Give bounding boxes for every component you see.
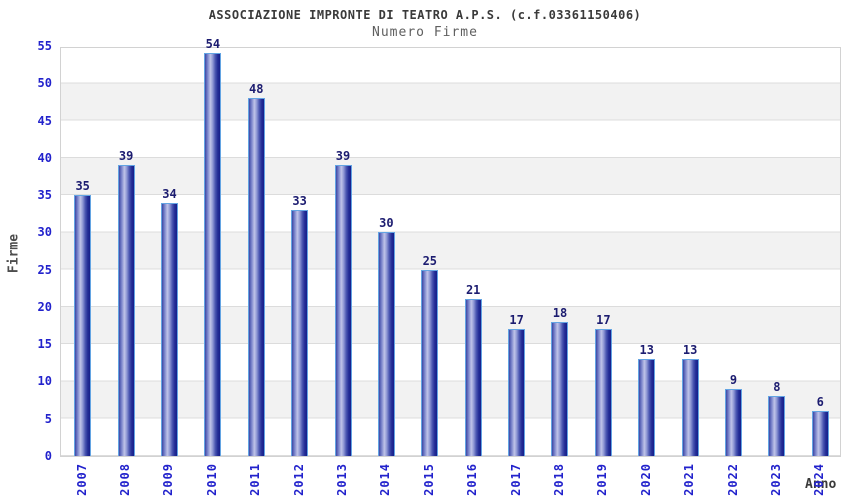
x-tick-label: 2010 (204, 463, 219, 496)
bar-value-label: 21 (465, 283, 481, 298)
x-tick-label: 2008 (118, 463, 133, 496)
x-tick-label: 2022 (725, 463, 740, 496)
x-tick-label: 2024 (812, 463, 827, 496)
bar-value-label: 34 (162, 186, 177, 201)
bar-value-label: 39 (118, 149, 134, 164)
bar: 39 (334, 149, 352, 456)
bar: 33 (291, 194, 309, 456)
bar: 9 (725, 373, 743, 456)
y-tick-label: 55 (37, 39, 52, 53)
y-tick-label: 20 (37, 299, 52, 314)
y-axis-title: Firme (6, 233, 22, 274)
bar: 34 (160, 187, 178, 456)
x-tick-label: 2014 (378, 463, 393, 496)
x-tick-label: 2017 (508, 463, 523, 496)
x-tick-label: 2013 (335, 463, 350, 496)
chart-subtitle: Numero Firme (372, 25, 478, 40)
bar: 35 (74, 179, 92, 456)
bar: 18 (551, 306, 569, 456)
x-tick-label: 2011 (248, 463, 263, 496)
x-tick-label: 2016 (465, 463, 480, 496)
bar: 30 (377, 216, 395, 456)
y-tick-label: 15 (37, 337, 52, 352)
x-tick-label: 2018 (551, 463, 566, 496)
bar: 39 (117, 149, 135, 456)
bar-value-label: 39 (335, 149, 351, 164)
bar-value-label: 18 (552, 305, 568, 320)
bar-value-label: 17 (509, 313, 524, 328)
chart-title: ASSOCIAZIONE IMPRONTE DI TEATRO A.P.S. (… (208, 8, 642, 22)
y-tick-label: 50 (37, 76, 52, 91)
bar-value-label: 30 (379, 216, 394, 231)
bar: 25 (421, 254, 439, 456)
bar-value-label: 54 (205, 37, 221, 52)
x-tick-label: 2007 (74, 463, 89, 496)
y-tick-label: 40 (37, 150, 52, 165)
y-tick-label: 10 (37, 374, 52, 389)
x-tick-label: 2020 (638, 463, 653, 496)
bar-value-label: 13 (682, 343, 698, 358)
x-tick-label: 2009 (161, 463, 176, 496)
x-tick-label: 2012 (291, 463, 306, 496)
x-tick-label: 2015 (421, 463, 436, 496)
bar: 17 (594, 313, 612, 456)
bar-value-label: 8 (773, 380, 781, 395)
x-tick-label: 2019 (595, 463, 610, 496)
bar: 13 (638, 343, 656, 456)
bar: 48 (247, 82, 265, 456)
x-tick-label: 2023 (768, 463, 783, 496)
y-tick-label: 45 (37, 113, 52, 128)
plot-area: 35 39 34 54 48 33 39 30 25 21 17 18 17 13 13 9 8 6 (60, 37, 841, 457)
y-tick-label: 30 (37, 225, 52, 240)
bar: 17 (508, 313, 526, 456)
bar: 6 (811, 395, 829, 456)
bar: 8 (768, 380, 786, 456)
bar: 21 (464, 283, 482, 456)
bar-value-label: 48 (249, 82, 264, 97)
bar-value-label: 6 (816, 395, 824, 410)
bar: 54 (204, 37, 222, 456)
bar-value-label: 13 (639, 343, 654, 358)
y-tick-label: 5 (44, 411, 52, 426)
x-axis-title: Anno (805, 477, 837, 492)
x-tick-label: 2021 (682, 463, 697, 496)
y-tick-label: 0 (44, 449, 52, 463)
bar-value-label: 17 (596, 313, 611, 328)
bar: 13 (681, 343, 699, 456)
bar-value-label: 33 (292, 194, 307, 208)
y-tick-label: 25 (37, 262, 52, 277)
y-tick-label: 35 (37, 188, 52, 203)
bar-value-label: 35 (75, 179, 90, 194)
bar-value-label: 25 (422, 253, 438, 268)
bar-value-label: 9 (729, 372, 738, 387)
